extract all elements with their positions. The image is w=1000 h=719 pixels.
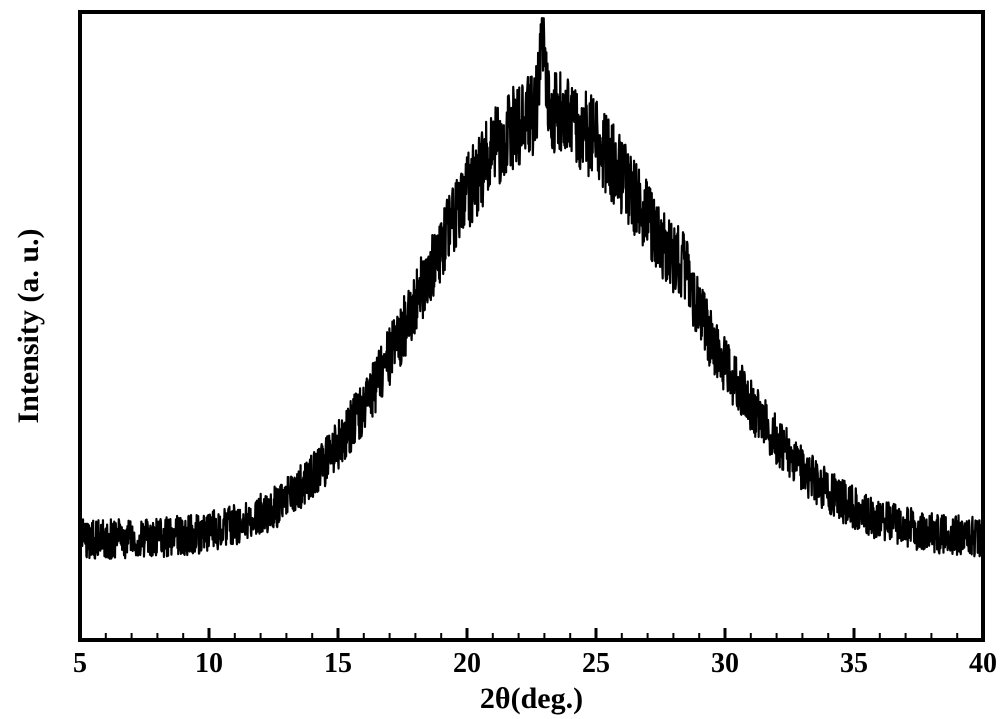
x-tick-label: 30 [711, 648, 739, 679]
chart-svg: 5 10 15 20 25 30 35 40 2θ(deg.) Intensity (a. u… [0, 0, 1000, 719]
x-tick-label: 25 [582, 648, 610, 679]
x-tick-label: 35 [840, 648, 868, 679]
x-tick-label: 10 [195, 648, 223, 679]
x-tick-label: 5 [73, 648, 87, 679]
xrd-chart: 5 10 15 20 25 30 35 40 2θ(deg.) Intensity (a. u… [0, 0, 1000, 719]
x-tick-label: 20 [453, 648, 481, 679]
x-axis-label: 2θ(deg.) [480, 682, 583, 715]
x-tick-label: 15 [324, 648, 352, 679]
y-axis-label: Intensity (a. u.) [12, 228, 45, 423]
x-tick-label: 40 [969, 648, 997, 679]
